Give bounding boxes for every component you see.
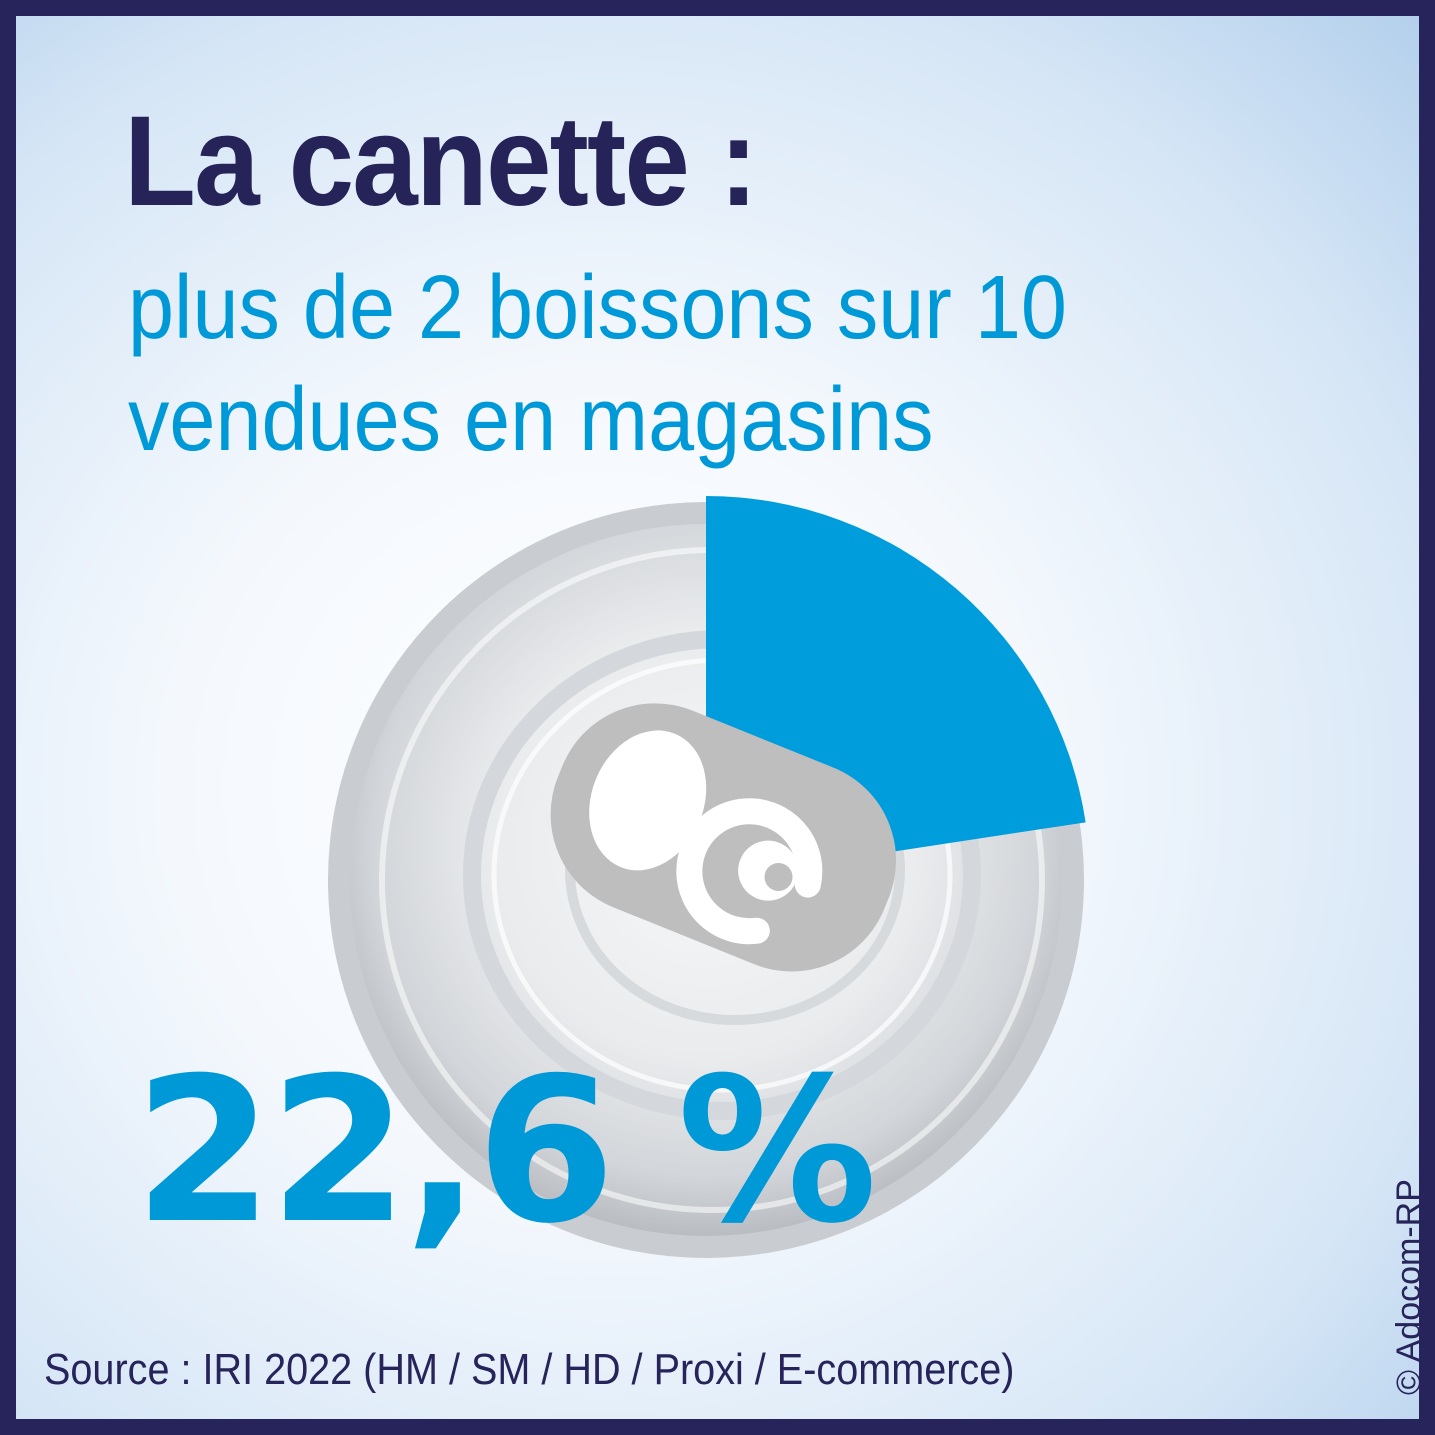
subtitle-line-1: plus de 2 boissons sur 10 [128,258,1067,358]
percentage-value: 22,6 % [134,1035,877,1268]
source-note: Source : IRI 2022 (HM / SM / HD / Proxi … [44,1345,1015,1394]
pull-tab-rivet-slot [676,798,823,945]
copyright-note: © Adocom-RP [1390,1179,1428,1395]
subtitle-line-2: vendues en magasins [128,370,934,470]
page-subtitle: plus de 2 boissons sur 10 vendues en mag… [128,252,1232,476]
page-title: La canette : [124,90,758,233]
pull-tab-finger-hole [589,730,707,871]
pull-tab-icon [550,703,897,972]
pull-tab-rivet-center [764,862,793,891]
